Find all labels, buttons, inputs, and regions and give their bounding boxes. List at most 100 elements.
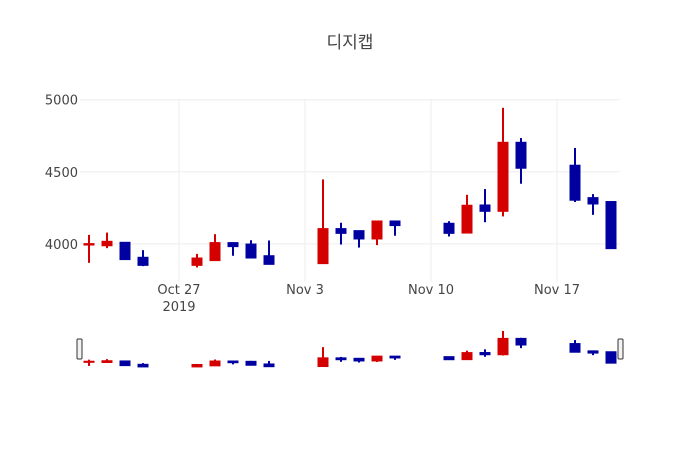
- chart-title: 디지캡: [327, 33, 374, 53]
- candle-body: [569, 164, 581, 201]
- candle-body: [443, 222, 455, 234]
- x-tick-label: Nov 10: [408, 283, 454, 298]
- slider-candle: [515, 337, 527, 349]
- candle: [461, 194, 473, 234]
- slider-candle: [137, 363, 149, 368]
- slider-candle-body: [101, 360, 113, 363]
- y-tick-label: 4500: [45, 166, 78, 181]
- candle: [479, 189, 491, 223]
- slider-candle-body: [245, 360, 257, 366]
- candle: [371, 220, 383, 246]
- candle-body: [587, 197, 599, 205]
- candle: [137, 250, 149, 267]
- slider-candle-body: [443, 356, 455, 361]
- candle-body: [119, 241, 131, 261]
- candle-body: [479, 204, 491, 212]
- slider-candle-body: [209, 360, 221, 367]
- slider-candle: [191, 363, 203, 368]
- candle: [245, 240, 257, 259]
- candle: [443, 221, 455, 237]
- slider-candle-body: [353, 357, 365, 362]
- slider-candle: [479, 349, 491, 357]
- range-slider-left-handle[interactable]: [76, 338, 83, 360]
- candle: [119, 241, 131, 261]
- slider-candle: [605, 351, 617, 364]
- candle: [263, 240, 275, 265]
- slider-candle-body: [371, 355, 383, 362]
- slider-candle-body: [263, 363, 275, 368]
- candles: [83, 107, 617, 268]
- slider-candle-body: [497, 337, 509, 356]
- candle: [605, 201, 617, 250]
- slider-candle-body: [515, 337, 527, 346]
- candle: [353, 230, 365, 248]
- slider-candle: [389, 355, 401, 360]
- candle: [497, 107, 509, 217]
- slider-candle: [83, 359, 95, 366]
- slider-candle: [119, 360, 131, 367]
- slider-candle-body: [227, 360, 239, 364]
- candle: [335, 222, 347, 245]
- slider-candle-body: [605, 351, 617, 364]
- candle-body: [605, 201, 617, 250]
- slider-candle-body: [479, 352, 491, 356]
- slider-candle: [587, 350, 599, 356]
- candle-body: [137, 256, 149, 266]
- x-tick-label: Nov 3: [286, 283, 324, 298]
- x-tick-label: Nov 17: [534, 283, 580, 298]
- slider-candle-body: [461, 352, 473, 361]
- candle: [191, 253, 203, 268]
- range-slider-right-handle[interactable]: [617, 338, 624, 360]
- slider-candle: [209, 359, 221, 367]
- gridlines: [80, 99, 620, 282]
- candle-body: [461, 204, 473, 234]
- slider-candle: [461, 350, 473, 361]
- x-tick-label: Oct 27: [157, 283, 200, 298]
- candle-body: [245, 243, 257, 259]
- candle: [389, 220, 401, 236]
- slider-candle-body: [569, 343, 581, 353]
- candle-body: [227, 242, 239, 248]
- candle-body: [353, 230, 365, 240]
- slider-candle-body: [335, 357, 347, 361]
- slider-candle: [317, 347, 329, 368]
- slider-candle: [497, 331, 509, 356]
- slider-candle: [263, 360, 275, 368]
- candle-body: [209, 242, 221, 262]
- range-slider[interactable]: [76, 331, 624, 368]
- candle-body: [83, 243, 95, 246]
- slider-candle: [353, 357, 365, 363]
- candle: [515, 138, 527, 184]
- slider-candle-body: [119, 360, 131, 367]
- candle-body: [101, 240, 113, 247]
- candle-body: [371, 220, 383, 240]
- slider-candle-body: [587, 350, 599, 354]
- candle: [209, 234, 221, 262]
- candle: [227, 242, 239, 256]
- candle: [83, 234, 95, 263]
- slider-candle: [227, 360, 239, 365]
- candle: [317, 179, 329, 265]
- y-tick-label: 5000: [45, 94, 78, 109]
- y-axis: 4000 4500 5000: [45, 94, 78, 253]
- candle-body: [263, 255, 275, 265]
- slider-candle: [371, 355, 383, 362]
- slider-candle-body: [317, 357, 329, 368]
- x-tick-year: 2019: [162, 300, 195, 315]
- slider-candle-body: [137, 363, 149, 368]
- slider-candle: [569, 340, 581, 353]
- slider-candle: [245, 360, 257, 366]
- y-tick-label: 4000: [45, 238, 78, 253]
- candle-body: [191, 257, 203, 266]
- candle-body: [389, 220, 401, 227]
- candle: [101, 232, 113, 249]
- slider-candle-body: [389, 355, 401, 359]
- candle: [569, 147, 581, 203]
- candle-body: [317, 228, 329, 265]
- candle: [587, 194, 599, 215]
- candle-body: [335, 228, 347, 234]
- slider-candle: [335, 356, 347, 362]
- slider-candle: [443, 356, 455, 361]
